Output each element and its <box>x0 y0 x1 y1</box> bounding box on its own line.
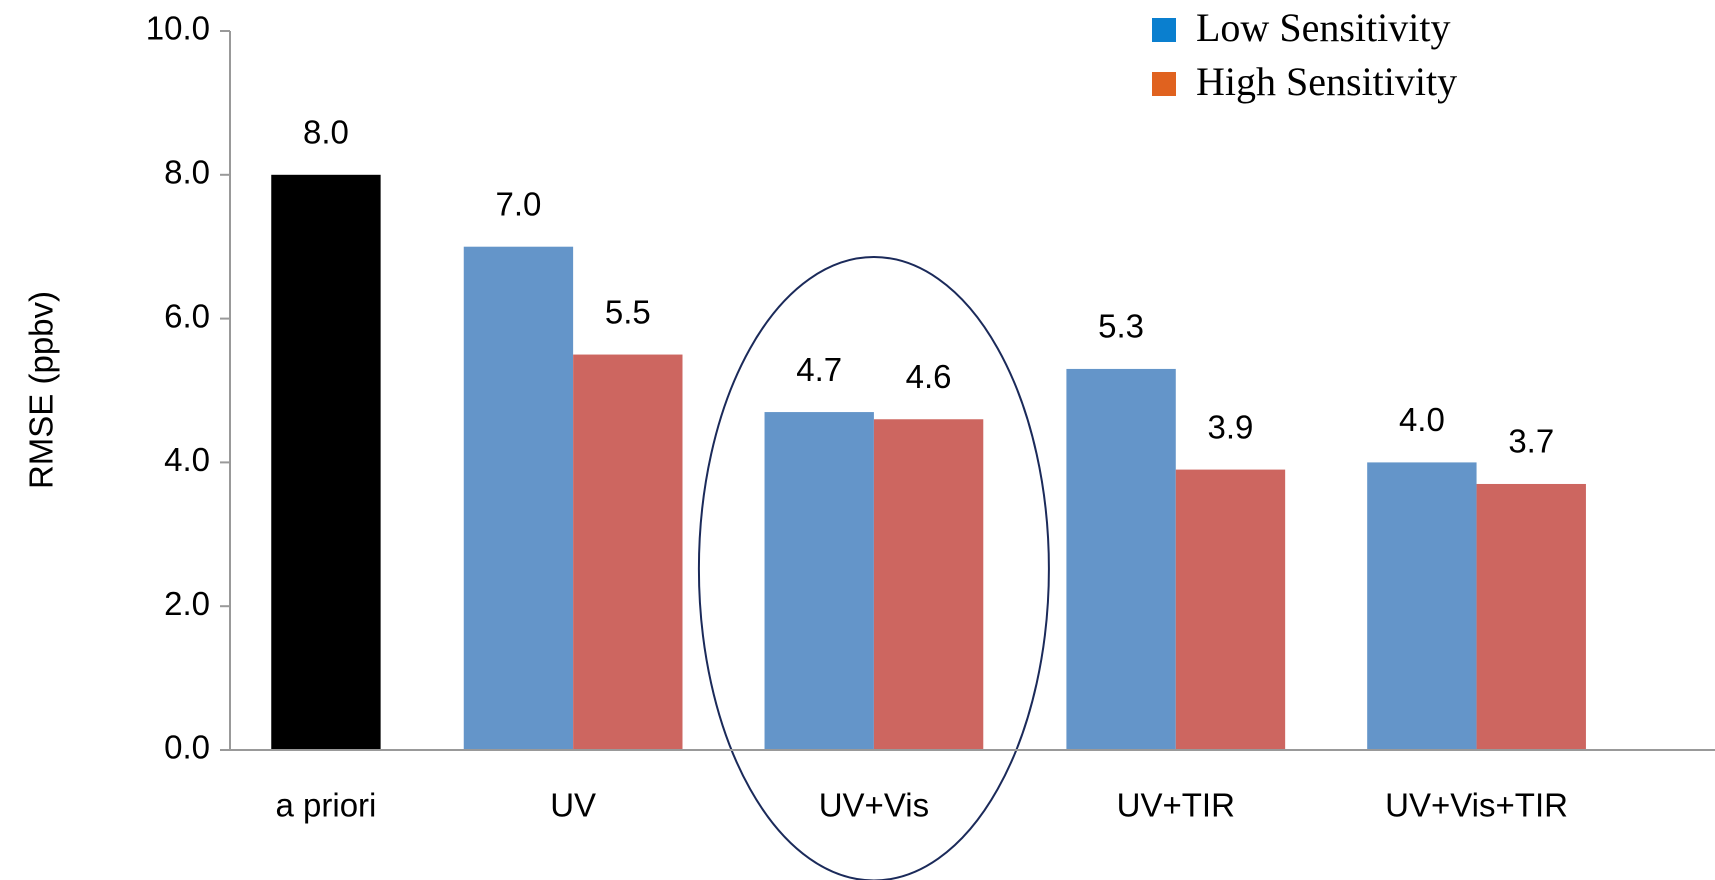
bar <box>764 412 874 750</box>
value-label: 4.0 <box>1399 401 1445 438</box>
value-label: 4.7 <box>796 351 842 388</box>
x-tick-label: a priori <box>276 787 377 824</box>
bar <box>1066 368 1176 750</box>
y-tick-label: 6.0 <box>164 297 210 334</box>
value-label: 5.3 <box>1098 308 1144 345</box>
y-tick-label: 10.0 <box>146 10 210 47</box>
legend-label: High Sensitivity <box>1196 59 1457 104</box>
x-tick-label: UV <box>550 787 596 824</box>
legend-swatch <box>1152 18 1176 42</box>
bar <box>1476 483 1586 750</box>
y-tick-label: 4.0 <box>164 441 210 478</box>
bar <box>271 174 381 751</box>
y-tick-label: 0.0 <box>164 729 210 766</box>
value-label: 3.7 <box>1508 423 1554 460</box>
y-axis-label: RMSE (ppbv) <box>23 291 60 489</box>
y-tick-label: 8.0 <box>164 154 210 191</box>
value-label: 3.9 <box>1208 408 1254 445</box>
x-tick-label: UV+Vis+TIR <box>1385 787 1568 824</box>
legend-swatch <box>1152 72 1176 96</box>
legend-label: Low Sensitivity <box>1196 5 1450 50</box>
value-label: 8.0 <box>303 114 349 151</box>
highlight-ellipse <box>697 256 1050 880</box>
x-tick-label: UV+TIR <box>1117 787 1235 824</box>
bar <box>463 246 574 750</box>
bar <box>1367 462 1477 750</box>
x-tick-label: UV+Vis <box>819 787 929 824</box>
y-tick-label: 2.0 <box>164 585 210 622</box>
value-label: 7.0 <box>496 185 542 222</box>
value-label: 5.5 <box>605 293 651 330</box>
bar <box>873 419 984 750</box>
bar <box>573 354 683 750</box>
bar <box>1175 469 1286 750</box>
value-label: 4.6 <box>906 358 952 395</box>
